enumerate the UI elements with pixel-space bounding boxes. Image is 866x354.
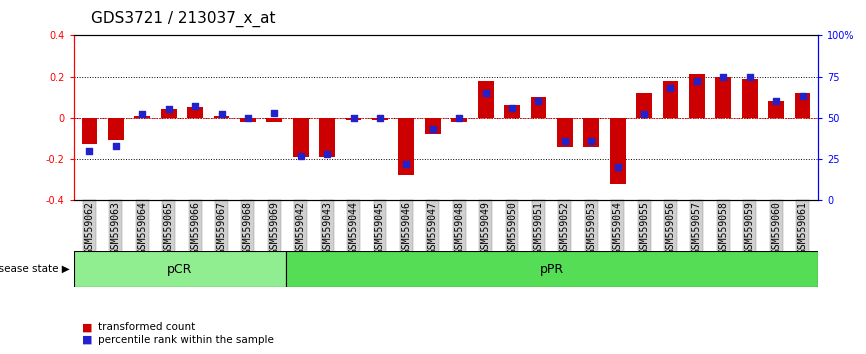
Point xyxy=(373,115,387,120)
Point xyxy=(796,93,810,99)
Text: pCR: pCR xyxy=(167,263,193,275)
Point xyxy=(558,138,572,144)
Bar xyxy=(187,107,203,118)
Point xyxy=(532,98,546,104)
Bar xyxy=(637,93,652,118)
Text: GDS3721 / 213037_x_at: GDS3721 / 213037_x_at xyxy=(91,11,275,27)
Bar xyxy=(161,109,177,118)
Point xyxy=(399,161,413,167)
Point xyxy=(162,107,176,112)
Bar xyxy=(451,118,467,122)
Point xyxy=(294,153,307,158)
Text: disease state ▶: disease state ▶ xyxy=(0,264,69,274)
Bar xyxy=(478,81,494,118)
Bar xyxy=(662,81,678,118)
Point xyxy=(663,85,677,91)
Bar xyxy=(346,118,361,120)
Text: ■: ■ xyxy=(82,335,93,345)
Bar xyxy=(81,118,97,144)
Bar xyxy=(584,118,599,147)
Point xyxy=(426,126,440,132)
Bar xyxy=(742,79,758,118)
Bar xyxy=(795,93,811,118)
Bar xyxy=(293,118,308,157)
Point xyxy=(611,164,624,170)
Point xyxy=(268,110,281,116)
Point xyxy=(452,115,466,120)
Bar xyxy=(108,118,124,140)
Bar xyxy=(74,251,287,287)
Bar xyxy=(267,118,282,122)
Bar xyxy=(531,97,546,118)
Point xyxy=(743,74,757,79)
Bar xyxy=(768,101,784,118)
Bar xyxy=(287,251,818,287)
Point xyxy=(320,151,334,157)
Bar xyxy=(398,118,414,175)
Bar xyxy=(557,118,572,147)
Point xyxy=(716,74,730,79)
Text: ■: ■ xyxy=(82,322,93,332)
Point xyxy=(479,90,493,96)
Point xyxy=(769,98,783,104)
Point xyxy=(215,112,229,117)
Bar xyxy=(320,118,335,157)
Point xyxy=(505,105,519,111)
Text: pPR: pPR xyxy=(540,263,565,275)
Point xyxy=(188,103,202,109)
Bar xyxy=(610,118,625,183)
Point xyxy=(585,138,598,144)
Point xyxy=(82,148,96,154)
Bar xyxy=(425,118,441,134)
Point xyxy=(109,143,123,149)
Point xyxy=(690,79,704,84)
Bar xyxy=(504,105,520,118)
Text: percentile rank within the sample: percentile rank within the sample xyxy=(98,335,274,345)
Point xyxy=(241,115,255,120)
Text: transformed count: transformed count xyxy=(98,322,195,332)
Point xyxy=(346,115,360,120)
Bar xyxy=(214,116,229,118)
Bar xyxy=(134,116,150,118)
Point xyxy=(637,112,651,117)
Bar xyxy=(372,118,388,120)
Bar xyxy=(715,76,731,118)
Point xyxy=(135,112,149,117)
Bar xyxy=(240,118,255,122)
Bar xyxy=(689,74,705,118)
